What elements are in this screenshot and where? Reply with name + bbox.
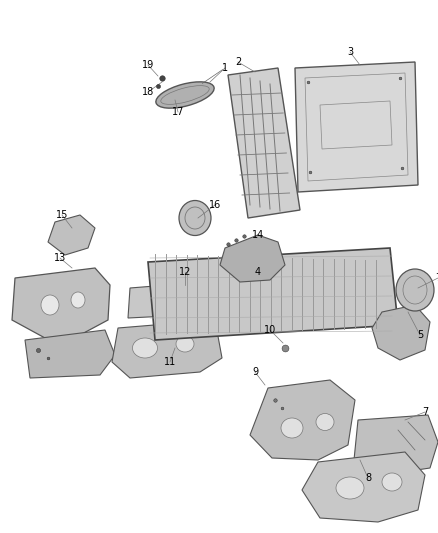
Polygon shape <box>112 320 222 378</box>
Polygon shape <box>12 268 110 338</box>
Polygon shape <box>48 215 95 255</box>
Text: 12: 12 <box>179 267 191 277</box>
Ellipse shape <box>281 418 303 438</box>
Text: 17: 17 <box>172 107 184 117</box>
Polygon shape <box>25 330 115 378</box>
Text: 7: 7 <box>435 273 438 283</box>
Text: 1: 1 <box>222 63 228 73</box>
Ellipse shape <box>71 292 85 308</box>
Text: 3: 3 <box>347 47 353 57</box>
Ellipse shape <box>156 82 214 108</box>
Ellipse shape <box>382 473 402 491</box>
Polygon shape <box>148 248 398 340</box>
Ellipse shape <box>176 336 194 352</box>
Polygon shape <box>354 415 438 474</box>
Text: 13: 13 <box>54 253 66 263</box>
Polygon shape <box>372 305 430 360</box>
Ellipse shape <box>396 269 434 311</box>
Polygon shape <box>302 452 425 522</box>
Ellipse shape <box>336 477 364 499</box>
Text: 5: 5 <box>417 330 423 340</box>
Ellipse shape <box>133 338 158 358</box>
Text: 18: 18 <box>142 87 154 97</box>
Text: 15: 15 <box>56 210 68 220</box>
Polygon shape <box>220 235 285 282</box>
Text: 9: 9 <box>252 367 258 377</box>
Ellipse shape <box>316 414 334 431</box>
Polygon shape <box>295 62 418 192</box>
Text: 14: 14 <box>252 230 264 240</box>
Text: 11: 11 <box>164 357 176 367</box>
Text: 10: 10 <box>264 325 276 335</box>
Polygon shape <box>128 282 212 318</box>
Text: 2: 2 <box>235 57 241 67</box>
Ellipse shape <box>41 295 59 315</box>
Text: 19: 19 <box>142 60 154 70</box>
Text: 7: 7 <box>422 407 428 417</box>
Ellipse shape <box>179 200 211 236</box>
Polygon shape <box>228 68 300 218</box>
Text: 16: 16 <box>209 200 221 210</box>
Text: 4: 4 <box>255 267 261 277</box>
Text: 8: 8 <box>365 473 371 483</box>
Polygon shape <box>250 380 355 460</box>
